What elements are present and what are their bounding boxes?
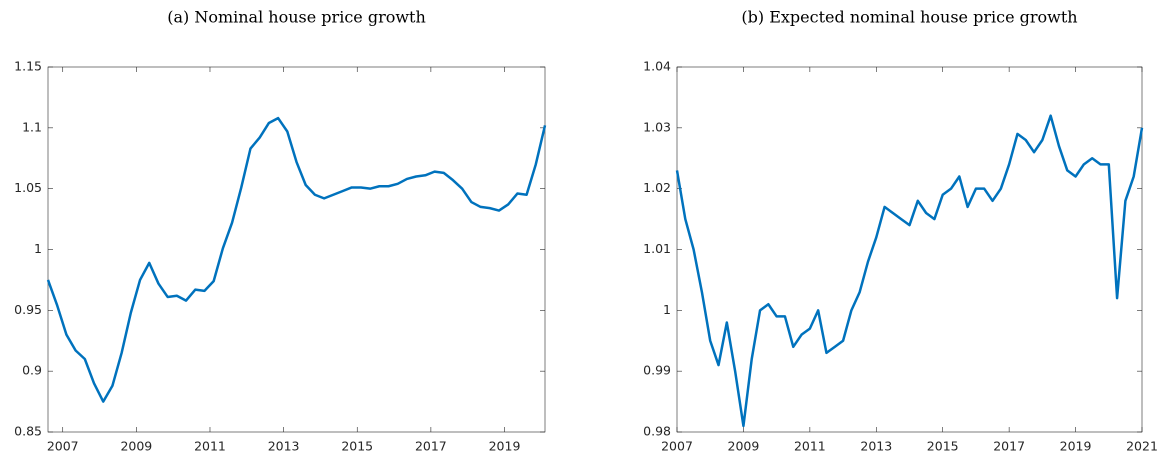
x-tick-label: 2015 xyxy=(341,439,373,454)
y-tick-label: 1.05 xyxy=(14,180,42,195)
data-line xyxy=(46,116,547,403)
plot-area xyxy=(676,66,1143,433)
y-tick-label: 1.1 xyxy=(22,119,42,134)
x-tick-label: 2019 xyxy=(1060,439,1092,454)
x-tick-label: 2017 xyxy=(993,439,1025,454)
x-tick-label: 2011 xyxy=(794,439,826,454)
x-tick-label: 2011 xyxy=(194,439,226,454)
data-line xyxy=(675,114,1144,428)
y-tick-label: 0.95 xyxy=(14,302,42,317)
x-tick-label: 2017 xyxy=(415,439,447,454)
x-tick-label: 2009 xyxy=(120,439,152,454)
y-tick-label: 1.15 xyxy=(14,59,42,74)
y-tick-label: 0.9 xyxy=(22,363,42,378)
chart-title: (b) Expected nominal house price growth xyxy=(741,8,1077,27)
x-tick-label: 2013 xyxy=(268,439,300,454)
x-tick-label: 2019 xyxy=(489,439,521,454)
plot-area xyxy=(47,66,546,433)
x-tick-label: 2021 xyxy=(1126,439,1158,454)
x-tick-label: 2015 xyxy=(927,439,959,454)
y-tick-label: 1.02 xyxy=(643,180,671,195)
chart-title: (a) Nominal house price growth xyxy=(167,8,426,27)
y-tick-label: 0.98 xyxy=(643,424,671,439)
y-tick-label: 1.01 xyxy=(643,241,671,256)
y-tick-label: 1 xyxy=(663,302,671,317)
y-tick-label: 1.04 xyxy=(643,59,671,74)
y-tick-label: 0.85 xyxy=(14,424,42,439)
x-tick-label: 2007 xyxy=(661,439,693,454)
y-tick-label: 0.99 xyxy=(643,363,671,378)
x-tick-label: 2009 xyxy=(728,439,760,454)
x-tick-label: 2007 xyxy=(47,439,79,454)
x-tick-label: 2013 xyxy=(860,439,892,454)
y-tick-label: 1 xyxy=(34,241,42,256)
y-tick-label: 1.03 xyxy=(643,119,671,134)
